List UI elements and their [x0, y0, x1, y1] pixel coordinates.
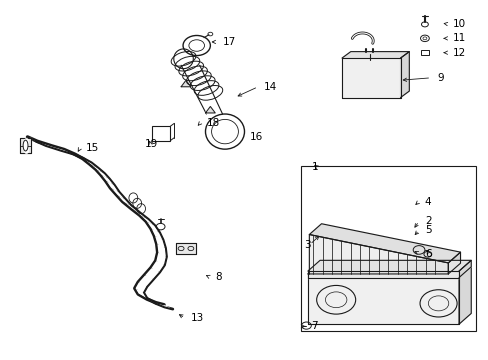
Polygon shape	[307, 274, 458, 324]
Text: 13: 13	[190, 313, 203, 323]
Polygon shape	[131, 209, 148, 220]
Text: 2: 2	[424, 216, 430, 226]
Text: 14: 14	[264, 82, 277, 92]
Polygon shape	[146, 221, 159, 233]
Polygon shape	[110, 188, 125, 199]
Polygon shape	[157, 244, 166, 257]
Polygon shape	[151, 228, 163, 240]
Text: 5: 5	[424, 225, 430, 235]
Bar	[152, 126, 170, 140]
Bar	[300, 166, 475, 330]
Bar	[420, 50, 428, 55]
Polygon shape	[138, 275, 153, 287]
Polygon shape	[117, 195, 131, 206]
Polygon shape	[138, 294, 156, 303]
Polygon shape	[458, 263, 470, 324]
Polygon shape	[75, 154, 91, 163]
Polygon shape	[307, 271, 458, 278]
Text: 11: 11	[452, 33, 466, 43]
Polygon shape	[96, 169, 109, 179]
Text: 12: 12	[452, 48, 466, 58]
Polygon shape	[341, 58, 400, 98]
Polygon shape	[447, 252, 460, 274]
Polygon shape	[181, 80, 190, 87]
Polygon shape	[82, 158, 98, 168]
Polygon shape	[400, 51, 408, 98]
Text: 10: 10	[452, 19, 466, 29]
Polygon shape	[52, 146, 73, 154]
Text: 19: 19	[144, 139, 158, 149]
Polygon shape	[458, 260, 470, 278]
Text: 9: 9	[436, 73, 443, 83]
Polygon shape	[307, 260, 470, 271]
Text: 16: 16	[249, 132, 262, 142]
Text: 15: 15	[86, 143, 99, 153]
Text: 1: 1	[311, 162, 318, 172]
Polygon shape	[27, 137, 46, 145]
Polygon shape	[64, 149, 83, 158]
Text: 7: 7	[310, 321, 317, 331]
Polygon shape	[151, 261, 164, 272]
Text: 4: 4	[424, 197, 430, 207]
Polygon shape	[341, 51, 408, 58]
Polygon shape	[89, 164, 104, 174]
Polygon shape	[20, 138, 31, 153]
Polygon shape	[307, 263, 470, 274]
Text: 6: 6	[424, 248, 430, 258]
Polygon shape	[156, 303, 172, 309]
Text: 18: 18	[206, 118, 219, 128]
Polygon shape	[309, 224, 460, 263]
Text: 3: 3	[304, 239, 310, 249]
Polygon shape	[156, 252, 166, 265]
Text: 17: 17	[222, 37, 235, 47]
Polygon shape	[144, 268, 159, 279]
Polygon shape	[309, 234, 447, 274]
Polygon shape	[135, 288, 147, 298]
Polygon shape	[147, 299, 164, 307]
Text: 8: 8	[215, 272, 222, 282]
Polygon shape	[122, 202, 140, 213]
Polygon shape	[135, 282, 147, 293]
Polygon shape	[154, 235, 165, 248]
Polygon shape	[105, 181, 119, 192]
Polygon shape	[140, 215, 155, 226]
Polygon shape	[205, 107, 215, 113]
Polygon shape	[176, 243, 195, 253]
Ellipse shape	[23, 140, 28, 151]
Polygon shape	[37, 141, 61, 150]
Polygon shape	[101, 175, 114, 185]
